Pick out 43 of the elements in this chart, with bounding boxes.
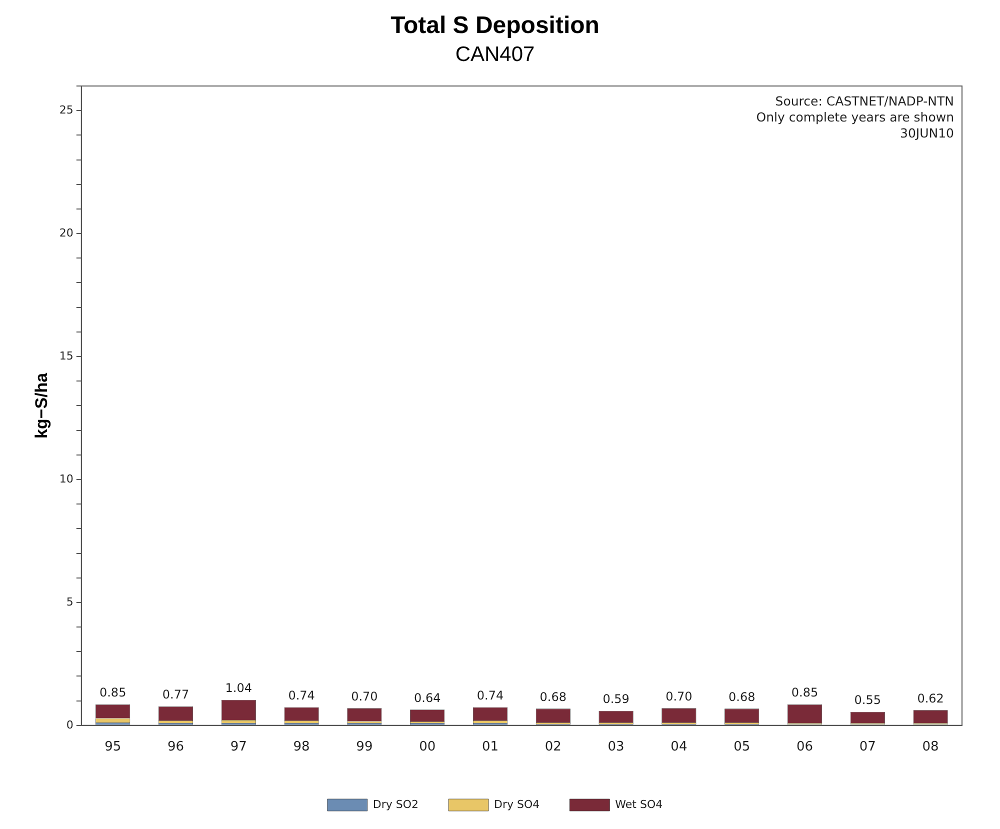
total-label: 0.85 — [791, 686, 818, 700]
annotation: Only complete years are shown — [756, 110, 954, 124]
total-label: 0.64 — [414, 690, 441, 705]
legend-label: Wet SO4 — [615, 798, 663, 811]
y-tick-label: 15 — [59, 349, 74, 362]
x-tick-label: 03 — [608, 740, 624, 755]
total-label: 0.77 — [162, 688, 190, 702]
total-label: 0.85 — [99, 686, 126, 700]
x-tick-label: 04 — [670, 740, 688, 755]
total-label: 0.70 — [666, 689, 692, 704]
y-tick-label: 5 — [66, 595, 74, 608]
x-tick-label: 05 — [734, 740, 750, 755]
x-tick-label: 08 — [922, 740, 939, 755]
y-axis-title: kg−S/ha — [32, 372, 51, 439]
total-label: 0.74 — [288, 688, 315, 702]
x-tick-label: 07 — [859, 740, 876, 755]
x-tick-label: 06 — [796, 740, 814, 755]
chart-subtitle: CAN407 — [455, 43, 535, 66]
x-tick-label: 01 — [482, 740, 499, 755]
total-label: 0.62 — [917, 691, 944, 706]
annotation: Source: CASTNET/NADP-NTN — [775, 94, 954, 108]
y-tick-label: 20 — [59, 226, 74, 240]
legend-label: Dry SO2 — [372, 798, 419, 811]
x-tick-label: 02 — [544, 740, 562, 755]
chart-title: Total S Deposition — [390, 12, 600, 40]
y-tick-label: 10 — [59, 472, 74, 486]
y-tick-label: 25 — [59, 103, 74, 116]
x-tick-label: 00 — [419, 740, 436, 755]
total-label: 0.68 — [728, 690, 756, 704]
y-tick-label: 0 — [66, 718, 74, 732]
legend-label: Dry SO4 — [494, 798, 540, 811]
x-tick-label: 97 — [230, 740, 247, 755]
annotation: 30JUN10 — [900, 126, 954, 140]
total-label: 0.68 — [540, 690, 567, 704]
x-tick-label: 99 — [356, 740, 373, 755]
x-tick-label: 96 — [167, 740, 184, 755]
total-label: 0.55 — [854, 693, 882, 707]
total-label: 0.70 — [351, 689, 378, 704]
total-label: 0.74 — [476, 688, 504, 702]
total-label: 0.59 — [602, 692, 630, 706]
x-tick-label: 95 — [104, 740, 122, 755]
x-tick-label: 98 — [293, 740, 310, 755]
total-label: 1.04 — [225, 680, 252, 695]
